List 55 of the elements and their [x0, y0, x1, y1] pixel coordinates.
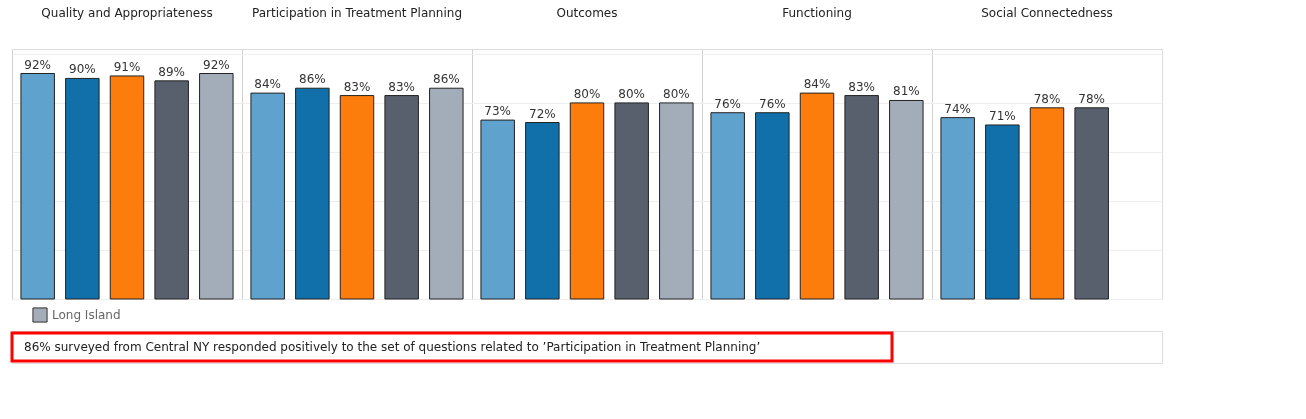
x-tick-label: Functioning — [782, 5, 852, 20]
x-tick-label: Social Connectedness — [981, 5, 1113, 20]
bar — [199, 73, 234, 300]
text: 86% surveyed from Central NY responded positively to the set of questions related to ’Participation in Treatment Planning’ — [24, 340, 761, 354]
bar — [844, 95, 879, 300]
data-label: 73% — [484, 104, 512, 119]
bar — [614, 102, 649, 300]
data-label: 84% — [254, 77, 282, 92]
data-label: 76% — [714, 96, 742, 111]
data-label: 78% — [1078, 91, 1105, 106]
bar — [1074, 107, 1109, 300]
x-tick-label: Participation in Treatment Planning — [251, 5, 463, 20]
bar — [429, 87, 464, 300]
data-label: 89% — [158, 64, 185, 79]
bar — [339, 95, 375, 300]
bar — [384, 95, 419, 300]
data-label: 72% — [529, 106, 556, 121]
bar — [250, 92, 285, 300]
data-label: 81% — [892, 84, 920, 99]
bar — [154, 80, 189, 300]
x-tick-label: Quality and Appropriateness — [41, 5, 213, 20]
data-label: 80% — [662, 86, 690, 101]
data-label: 86% — [299, 72, 326, 87]
bar — [1029, 107, 1065, 300]
bar — [940, 117, 975, 300]
data-label: 80% — [573, 86, 601, 101]
bar — [65, 77, 100, 300]
data-label: 83% — [848, 79, 875, 94]
bar — [710, 112, 745, 300]
bar — [525, 122, 560, 300]
bar — [109, 75, 145, 300]
data-label: 76% — [759, 96, 786, 111]
x-tick-label: Outcomes — [556, 5, 618, 20]
data-label: 86% — [432, 72, 460, 87]
bar — [659, 102, 694, 300]
data-label: 84% — [803, 77, 831, 92]
bar — [889, 99, 924, 300]
data-label: 78% — [1033, 91, 1061, 106]
bar — [569, 102, 605, 300]
legend-label: Long Island — [52, 308, 121, 322]
bar — [295, 87, 330, 300]
data-label: 90% — [69, 62, 96, 77]
bar — [20, 73, 55, 300]
bar — [799, 92, 835, 300]
data-label: 83% — [343, 79, 371, 94]
data-label: 92% — [202, 57, 230, 72]
data-label: 83% — [388, 79, 415, 94]
bar — [985, 124, 1020, 300]
data-label: 80% — [618, 86, 645, 101]
bar — [480, 119, 515, 300]
data-label: 71% — [989, 108, 1016, 123]
bar — [755, 112, 790, 300]
data-label: 91% — [113, 59, 141, 74]
data-label: 74% — [944, 101, 972, 116]
data-label: 92% — [24, 57, 52, 72]
